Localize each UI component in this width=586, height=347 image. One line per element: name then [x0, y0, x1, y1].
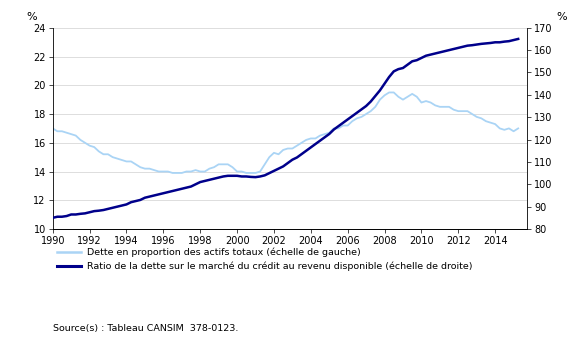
- Text: %: %: [556, 12, 567, 22]
- Legend: Dette en proportion des actifs totaux (échelle de gauche), Ratio de la dette sur: Dette en proportion des actifs totaux (é…: [57, 248, 472, 271]
- Text: %: %: [26, 12, 38, 22]
- Text: Source(s) : Tableau CANSIM  378-0123.: Source(s) : Tableau CANSIM 378-0123.: [53, 324, 238, 333]
